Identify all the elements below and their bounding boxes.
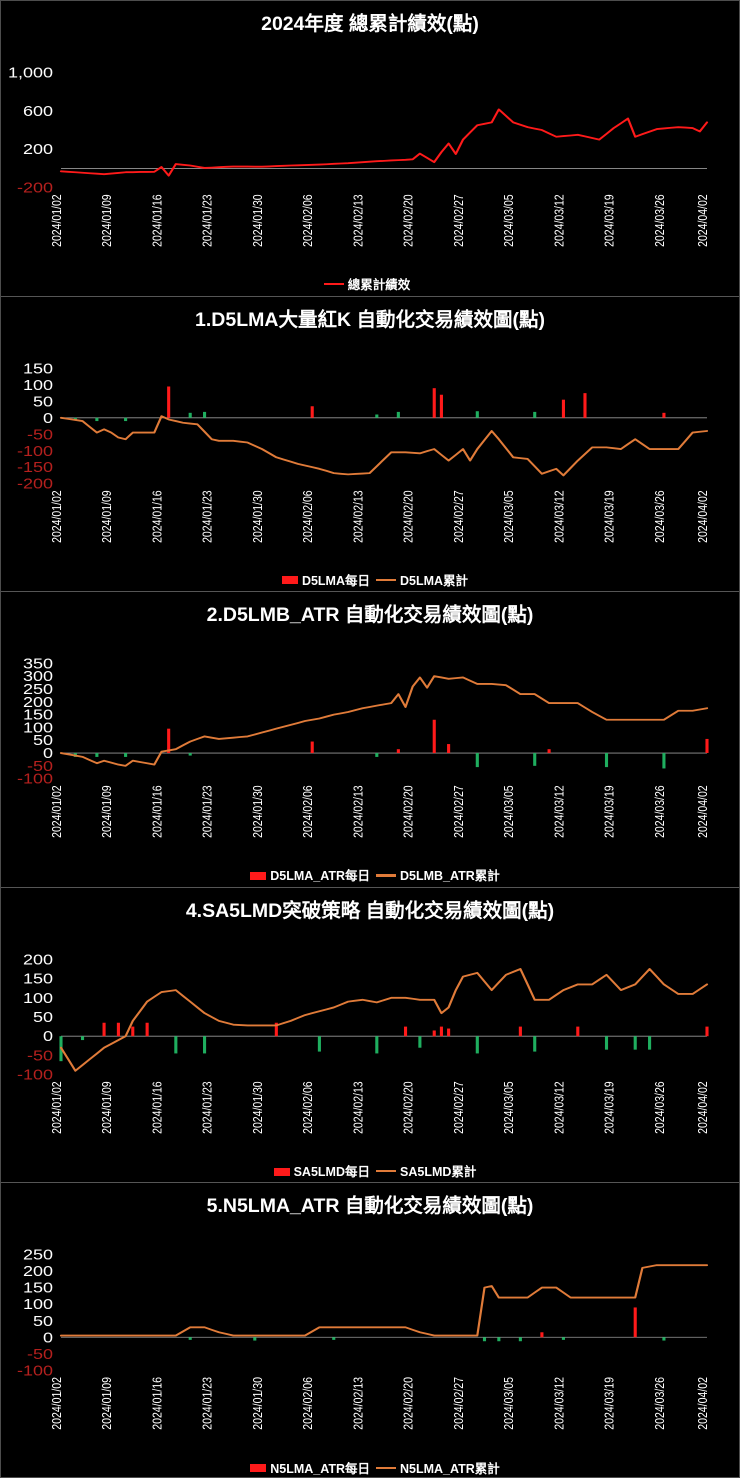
- svg-text:2024/03/05: 2024/03/05: [503, 194, 516, 247]
- svg-text:2024/01/02: 2024/01/02: [51, 194, 64, 247]
- svg-text:2024/01/23: 2024/01/23: [202, 194, 215, 247]
- svg-text:2024/01/02: 2024/01/02: [51, 1081, 64, 1134]
- svg-text:-200: -200: [17, 179, 53, 196]
- svg-text:2024/02/06: 2024/02/06: [302, 1377, 315, 1430]
- svg-text:2024/01/23: 2024/01/23: [202, 490, 215, 543]
- svg-text:2024/02/06: 2024/02/06: [302, 490, 315, 543]
- svg-text:2024/02/20: 2024/02/20: [403, 786, 416, 839]
- svg-text:2024/01/30: 2024/01/30: [252, 490, 265, 543]
- svg-text:2024/02/20: 2024/02/20: [403, 1377, 416, 1430]
- svg-text:2024/01/30: 2024/01/30: [252, 1377, 265, 1430]
- svg-text:100: 100: [23, 989, 53, 1006]
- svg-text:2024/03/26: 2024/03/26: [654, 490, 667, 543]
- svg-text:2024/02/13: 2024/02/13: [353, 1081, 366, 1134]
- svg-text:2024/03/19: 2024/03/19: [604, 1377, 617, 1430]
- svg-text:2024/03/19: 2024/03/19: [604, 786, 617, 839]
- svg-text:2024/02/06: 2024/02/06: [302, 1081, 315, 1134]
- svg-text:2024/03/26: 2024/03/26: [654, 786, 667, 839]
- svg-text:2024/01/09: 2024/01/09: [101, 786, 114, 839]
- svg-text:1,000: 1,000: [8, 64, 53, 81]
- svg-text:2024/01/30: 2024/01/30: [252, 786, 265, 839]
- svg-text:150: 150: [23, 970, 53, 987]
- svg-text:-100: -100: [17, 1362, 53, 1379]
- svg-text:2024/01/09: 2024/01/09: [101, 194, 114, 247]
- svg-text:2024/01/23: 2024/01/23: [202, 1081, 215, 1134]
- svg-text:2024/03/19: 2024/03/19: [604, 490, 617, 543]
- svg-text:2024/01/02: 2024/01/02: [51, 786, 64, 839]
- svg-text:2024/01/16: 2024/01/16: [152, 1081, 165, 1134]
- svg-text:2024/01/02: 2024/01/02: [51, 1377, 64, 1430]
- svg-text:-50: -50: [27, 425, 53, 442]
- svg-text:200: 200: [23, 951, 53, 968]
- svg-text:2024/02/06: 2024/02/06: [302, 194, 315, 247]
- svg-text:2024/03/05: 2024/03/05: [503, 490, 516, 543]
- svg-text:2024/01/09: 2024/01/09: [101, 1081, 114, 1134]
- svg-text:2024/01/09: 2024/01/09: [101, 490, 114, 543]
- svg-text:100: 100: [23, 376, 53, 393]
- svg-text:350: 350: [23, 655, 53, 672]
- svg-text:200: 200: [23, 1263, 53, 1280]
- svg-text:-150: -150: [17, 458, 53, 475]
- svg-text:2024/01/16: 2024/01/16: [152, 786, 165, 839]
- svg-text:2024/01/23: 2024/01/23: [202, 1377, 215, 1430]
- svg-text:-50: -50: [27, 1345, 53, 1362]
- svg-text:2024/04/02: 2024/04/02: [697, 194, 710, 247]
- svg-text:250: 250: [23, 1246, 53, 1263]
- svg-text:2024/03/12: 2024/03/12: [554, 1377, 567, 1430]
- svg-text:50: 50: [33, 1008, 53, 1025]
- svg-text:0: 0: [43, 1329, 53, 1346]
- svg-text:2024/02/20: 2024/02/20: [403, 1081, 416, 1134]
- svg-text:2024/01/16: 2024/01/16: [152, 490, 165, 543]
- svg-text:2024/01/23: 2024/01/23: [202, 786, 215, 839]
- svg-text:2024/04/02: 2024/04/02: [697, 786, 710, 839]
- svg-text:2024/02/27: 2024/02/27: [453, 1377, 466, 1430]
- svg-text:2024/02/27: 2024/02/27: [453, 194, 466, 247]
- svg-text:2024/03/26: 2024/03/26: [654, 1081, 667, 1134]
- svg-text:2024/03/12: 2024/03/12: [554, 1081, 567, 1134]
- svg-text:50: 50: [33, 392, 53, 409]
- svg-text:2024/01/16: 2024/01/16: [152, 194, 165, 247]
- svg-text:2024/04/02: 2024/04/02: [697, 1377, 710, 1430]
- svg-text:50: 50: [33, 1312, 53, 1329]
- svg-text:2024/04/02: 2024/04/02: [697, 490, 710, 543]
- svg-text:2024/03/05: 2024/03/05: [503, 1081, 516, 1134]
- svg-text:2024/03/12: 2024/03/12: [554, 786, 567, 839]
- svg-text:-100: -100: [17, 1066, 53, 1083]
- svg-text:-200: -200: [17, 475, 53, 492]
- svg-text:2024/01/02: 2024/01/02: [51, 490, 64, 543]
- svg-text:2024/03/19: 2024/03/19: [604, 194, 617, 247]
- svg-text:2024/02/27: 2024/02/27: [453, 1081, 466, 1134]
- svg-text:2024/01/30: 2024/01/30: [252, 194, 265, 247]
- svg-text:150: 150: [23, 1279, 53, 1296]
- svg-text:2024/02/27: 2024/02/27: [453, 786, 466, 839]
- svg-text:2024/03/12: 2024/03/12: [554, 490, 567, 543]
- svg-text:2024/02/27: 2024/02/27: [453, 490, 466, 543]
- svg-text:2024/03/26: 2024/03/26: [654, 194, 667, 247]
- svg-text:2024/03/05: 2024/03/05: [503, 786, 516, 839]
- svg-text:2024/02/20: 2024/02/20: [403, 194, 416, 247]
- svg-text:600: 600: [23, 102, 53, 119]
- svg-text:2024/03/05: 2024/03/05: [503, 1377, 516, 1430]
- svg-text:0: 0: [43, 1027, 53, 1044]
- svg-text:0: 0: [43, 409, 53, 426]
- svg-text:200: 200: [23, 141, 53, 158]
- svg-text:2024/02/13: 2024/02/13: [353, 194, 366, 247]
- svg-text:2024/01/30: 2024/01/30: [252, 1081, 265, 1134]
- svg-text:150: 150: [23, 359, 53, 376]
- svg-text:2024/02/06: 2024/02/06: [302, 786, 315, 839]
- svg-text:2024/02/20: 2024/02/20: [403, 490, 416, 543]
- svg-text:2024/02/13: 2024/02/13: [353, 1377, 366, 1430]
- svg-text:2024/02/13: 2024/02/13: [353, 786, 366, 839]
- svg-text:-100: -100: [17, 442, 53, 459]
- svg-text:2024/02/13: 2024/02/13: [353, 490, 366, 543]
- svg-text:-50: -50: [27, 1047, 53, 1064]
- svg-text:2024/03/19: 2024/03/19: [604, 1081, 617, 1134]
- svg-text:2024/03/12: 2024/03/12: [554, 194, 567, 247]
- svg-text:2024/01/09: 2024/01/09: [101, 1377, 114, 1430]
- svg-text:2024/03/26: 2024/03/26: [654, 1377, 667, 1430]
- svg-text:2024/01/16: 2024/01/16: [152, 1377, 165, 1430]
- svg-text:2024/04/02: 2024/04/02: [697, 1081, 710, 1134]
- svg-text:100: 100: [23, 1296, 53, 1313]
